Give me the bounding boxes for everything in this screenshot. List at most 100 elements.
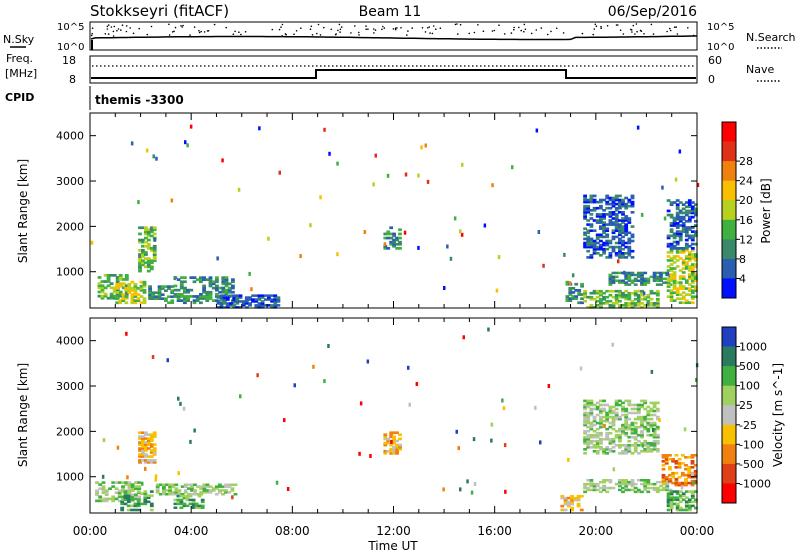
data-cell [111,485,116,488]
data-cell [621,295,625,299]
data-cell [191,502,196,506]
data-cell [640,433,644,437]
data-cell [605,289,610,293]
data-cell [205,485,210,488]
data-cell [659,274,662,278]
data-cell [139,284,144,288]
data-cell [678,283,683,286]
data-cell [595,237,600,241]
data-cell [599,425,603,429]
data-cell [655,439,660,443]
data-cell [186,299,190,302]
data-cell [174,493,179,496]
data-cell [618,427,622,431]
data-cell [655,297,660,301]
nsearch-dot [383,27,386,29]
data-cell [646,409,651,413]
data-cell [599,289,603,293]
data-cell [669,263,674,266]
data-cell [143,500,148,504]
data-cell [690,454,695,457]
data-cell [133,291,138,294]
data-cell [194,504,199,508]
nsearch-dot [666,30,668,33]
data-cell [661,477,666,481]
data-cell [611,249,616,253]
data-cell [602,217,606,220]
data-cell [678,209,683,213]
data-cell [140,502,144,506]
data-cell [599,304,603,307]
data-cell [675,293,680,296]
data-cell [276,300,281,303]
data-cell [640,431,644,435]
nsearch-dot [459,23,462,26]
data-cell [687,498,692,502]
nsearch-dot [687,27,689,29]
data-cell [267,304,271,307]
data-cell [611,204,616,208]
data-cell [640,479,644,482]
data-cell [457,446,460,451]
data-cell [652,482,657,486]
data-cell [192,276,197,279]
data-cell [133,289,138,292]
data-cell [678,251,683,254]
data-cell [636,271,641,275]
data-cell [608,198,613,202]
data-cell [231,286,235,290]
data-cell [570,506,574,510]
data-cell [602,295,606,299]
data-cell [144,455,148,458]
data-cell [636,411,641,415]
data-cell [583,423,587,427]
data-cell [684,479,688,483]
data-cell [675,240,680,244]
data-cell [666,502,671,506]
data-cell [605,415,610,419]
data-cell [580,297,584,300]
data-cell [611,302,616,305]
data-cell [687,251,692,254]
nave-tick-top: 60 [708,54,722,67]
data-cell [681,287,686,290]
colorbar-tick-label: 16 [739,214,753,227]
nsearch-tick-top: 10^5 [707,22,734,33]
data-cell [133,284,138,288]
data-cell [669,496,674,499]
data-cell [678,506,683,510]
data-cell [186,290,190,294]
data-cell [592,198,597,202]
data-cell [675,297,680,300]
data-cell [214,493,219,496]
data-cell [662,277,666,281]
data-cell [98,497,103,501]
data-cell [155,483,160,486]
data-cell [678,217,683,221]
data-cell [661,456,666,459]
data-cell [621,231,625,235]
colorbar-segment [722,444,736,465]
data-cell [144,232,148,236]
data-cell [586,429,591,433]
data-cell [694,207,698,211]
data-cell [652,446,657,449]
nsearch-dot [295,30,298,32]
data-cell [276,304,281,307]
data-cell [602,291,606,295]
data-cell [624,297,629,301]
data-cell [643,415,648,419]
data-cell [687,201,692,204]
data-cell [627,304,632,307]
data-cell [669,295,674,298]
data-cell [392,447,396,451]
data-cell [583,200,587,204]
data-cell [624,480,629,484]
data-cell [599,245,603,249]
data-cell [576,502,581,506]
data-cell [618,198,622,202]
data-cell [141,445,145,448]
data-cell [640,302,644,305]
data-cell [583,448,587,451]
data-cell [146,269,151,273]
